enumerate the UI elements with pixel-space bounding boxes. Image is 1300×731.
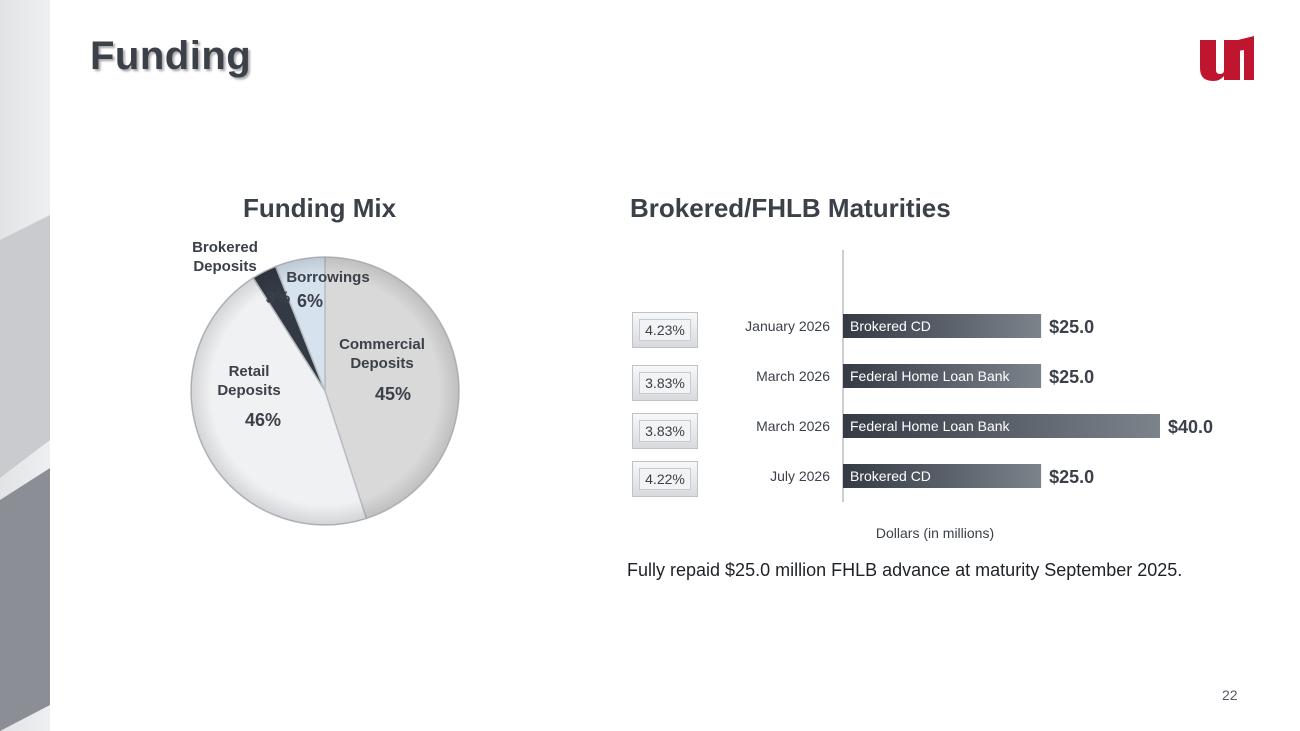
bar-inner-label: Federal Home Loan Bank [850,368,1011,384]
pie-chart-title: Funding Mix [243,193,397,223]
bar-inner-label: Federal Home Loan Bank [850,418,1011,434]
bar-inner-label: Brokered CD [850,318,931,334]
pie-pct-retail: 46% [245,410,281,430]
pie-pct-borrowings: 6% [297,291,323,311]
rate-box: 3.83% [632,365,698,401]
rate-box: 4.22% [632,461,698,497]
bar-inner-label: Brokered CD [850,468,931,484]
bar-category-label: January 2026 [745,318,830,334]
bar-value-label: $25.0 [1049,367,1094,387]
pie-pct-brokered: 3% [266,288,291,307]
pie-label-brokered-line2: Deposits [193,258,256,275]
funding-mix-pie-chart: Commercial Deposits 45% Retail Deposits … [190,239,460,526]
rate-label: 4.22% [639,468,691,490]
bar-value-label: $40.0 [1168,417,1213,437]
pie-label-borrowings: Borrowings [286,269,369,286]
bar-category-label: March 2026 [756,368,830,384]
bar-value-label: $25.0 [1049,467,1094,487]
pie-label-retail-line2: Deposits [217,382,280,399]
bar-x-axis-label: Dollars (in millions) [876,525,994,541]
bar [843,414,1160,438]
pie-pct-commercial: 45% [375,384,411,404]
page-title: Funding [90,34,252,78]
rate-box: 4.23% [632,312,698,348]
pie-label-retail-line1: Retail [229,363,270,380]
footnote: Fully repaid $25.0 million FHLB advance … [627,560,1183,580]
bar [843,314,1042,338]
rate-label: 4.23% [639,319,691,341]
maturities-bar-chart: January 2026 Brokered CD $25.0 March 2026 Fe… [745,250,1213,541]
pie-label-brokered-line1: Brokered [192,239,258,256]
page-number: 22 [1222,687,1238,703]
bar [843,364,1042,388]
bar-value-label: $25.0 [1049,317,1094,337]
side-band-decoration [0,0,50,731]
pie-label-commercial-line1: Commercial [339,336,425,353]
pie-label-commercial-line2: Deposits [350,355,413,372]
bar [843,464,1042,488]
rate-label: 3.83% [639,420,691,442]
rate-box: 3.83% [632,413,698,449]
rate-label: 3.83% [639,372,691,394]
bar-chart-title: Brokered/FHLB Maturities [630,193,951,223]
bar-category-label: March 2026 [756,418,830,434]
bar-category-label: July 2026 [770,468,830,484]
u1-logo-icon [1200,36,1254,81]
